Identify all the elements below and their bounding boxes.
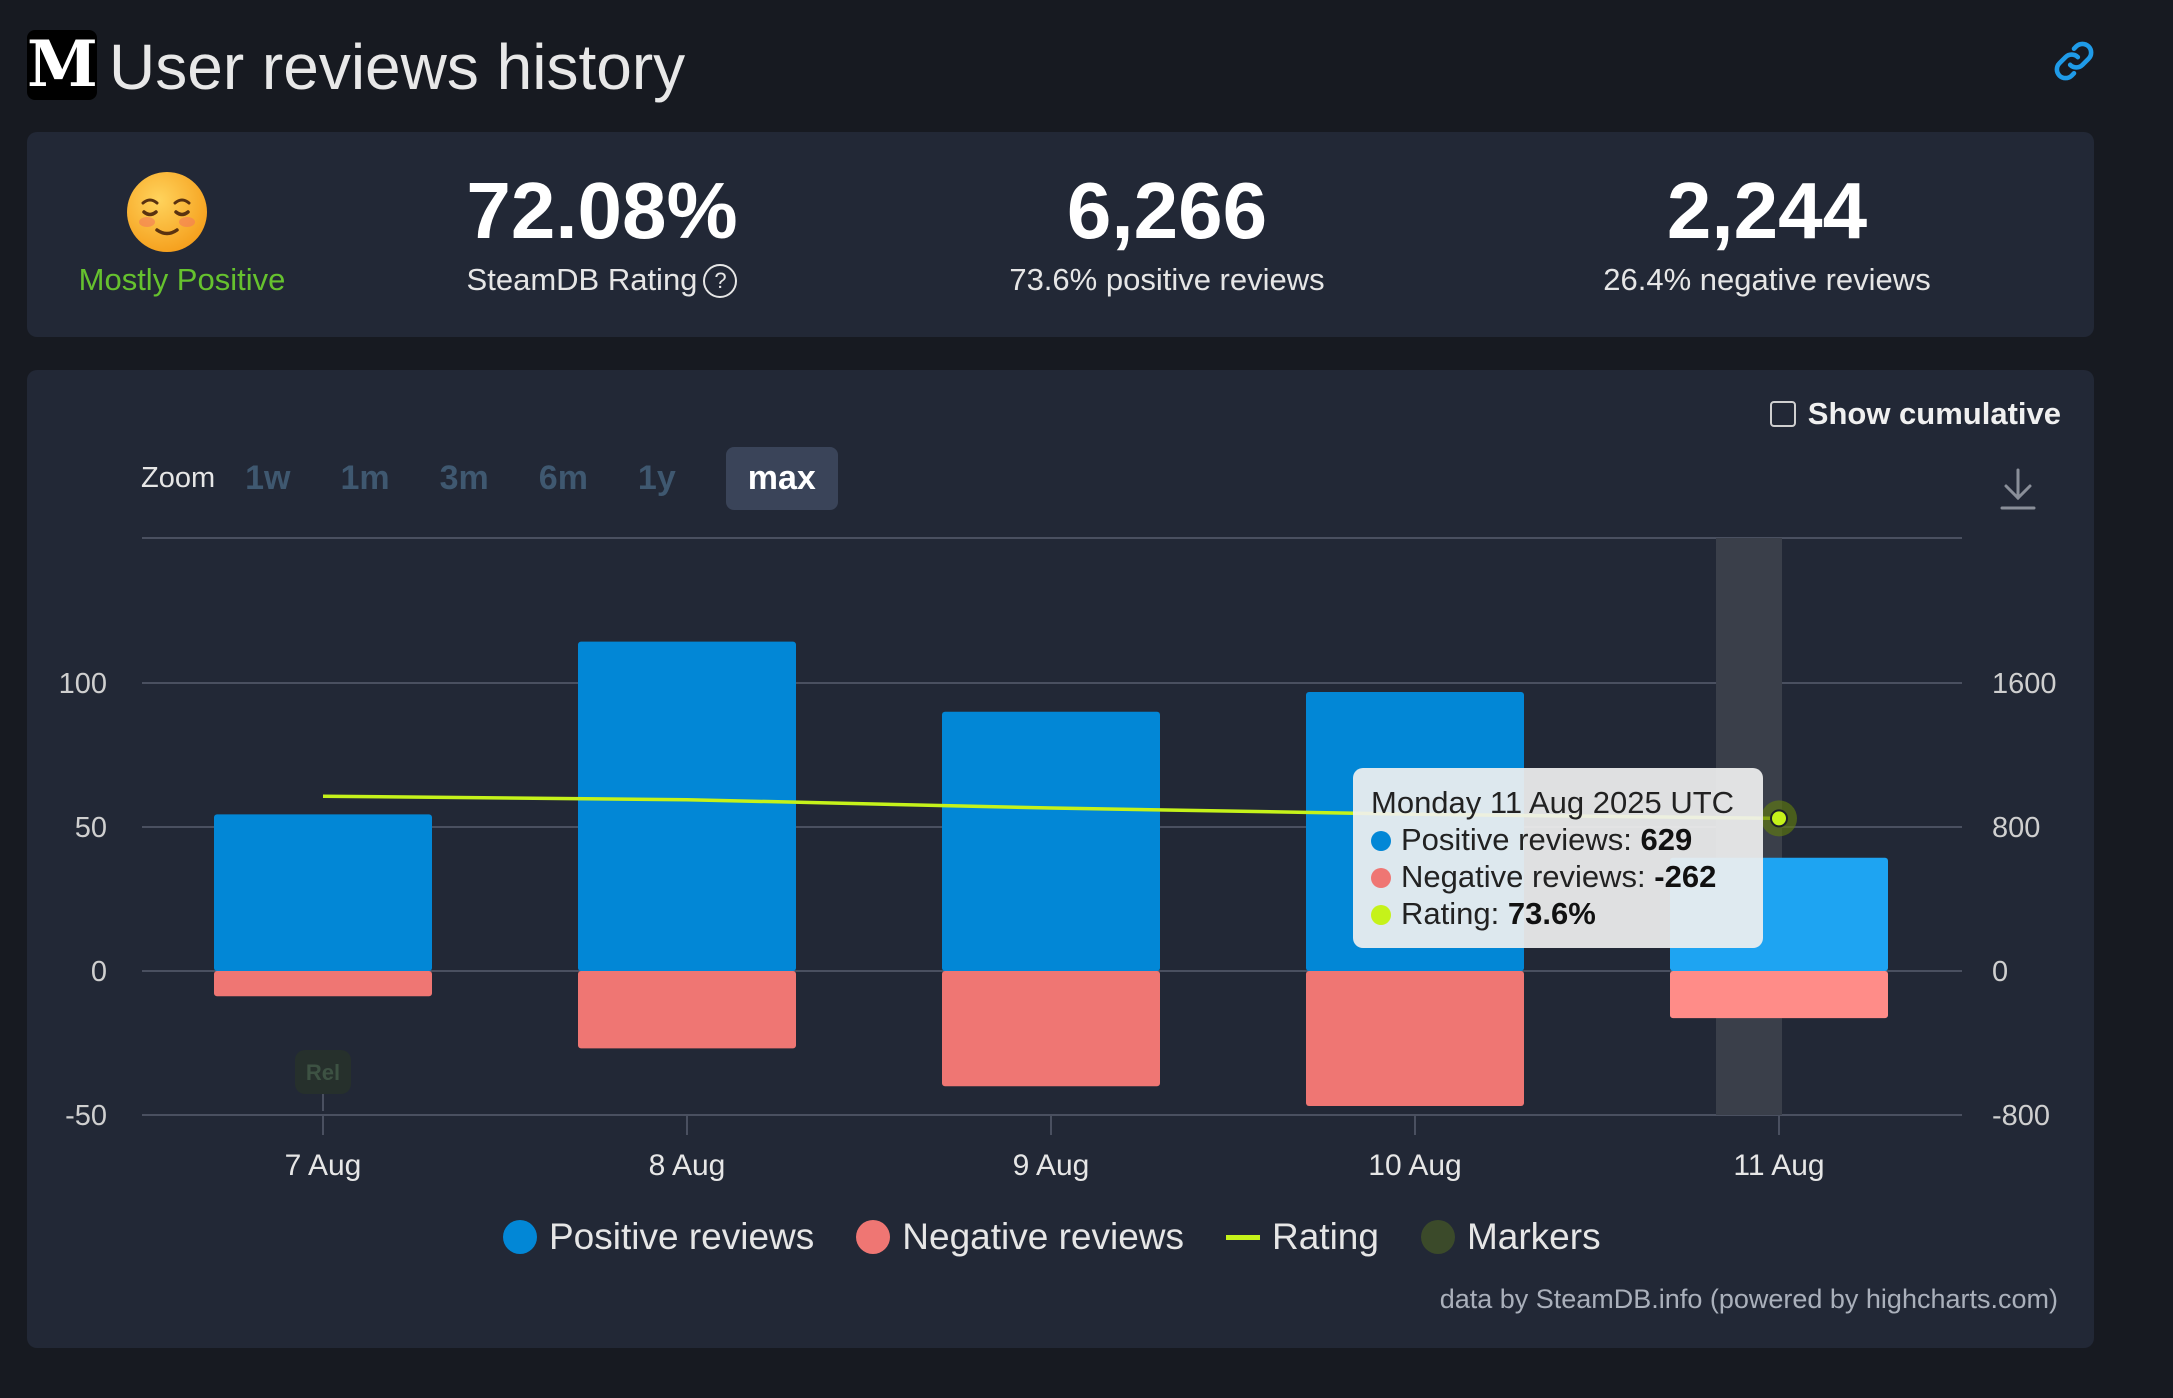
negative-bar bbox=[1306, 971, 1524, 1106]
tooltip-negative: Negative reviews: -262 bbox=[1371, 858, 1745, 895]
rating-point bbox=[1770, 809, 1788, 828]
tooltip-rating-value: 73.6% bbox=[1507, 896, 1596, 931]
negative-bar bbox=[1670, 971, 1888, 1019]
chart-tooltip: Monday 11 Aug 2025 UTC Positive reviews:… bbox=[1353, 768, 1763, 948]
legend-markers[interactable]: Markers bbox=[1420, 1216, 1601, 1258]
negative-bar bbox=[578, 971, 796, 1049]
show-cumulative-toggle[interactable]: Show cumulative bbox=[1769, 396, 2061, 432]
negative-dot-icon bbox=[1371, 868, 1391, 888]
legend-negative-label: Negative reviews bbox=[902, 1216, 1184, 1257]
chart-credit[interactable]: data by SteamDB.info (powered by highcha… bbox=[1439, 1284, 2058, 1314]
page-title: User reviews history bbox=[109, 31, 686, 103]
positive-legend-icon bbox=[503, 1220, 537, 1254]
x-axis-tick: 10 Aug bbox=[1368, 1149, 1461, 1182]
reviews-chart: Rel 100 1600 50 800 0 0 -50 -800 7 Aug 8 Aug 9 Aug… bbox=[59, 537, 2057, 1182]
right-axis-tick: 1600 bbox=[1992, 668, 2057, 700]
left-axis-tick: 0 bbox=[91, 956, 107, 988]
x-axis-tick: 11 Aug bbox=[1733, 1149, 1824, 1182]
positive-bar bbox=[578, 641, 796, 971]
legend-markers-label: Markers bbox=[1466, 1216, 1601, 1257]
left-axis-tick: -50 bbox=[65, 1100, 107, 1132]
tooltip-positive: Positive reviews: 629 bbox=[1371, 821, 1745, 858]
steamdb-rating-caption: SteamDB Rating? bbox=[407, 262, 797, 298]
positive-count: 6,266 bbox=[1066, 166, 1268, 255]
negative-legend-icon bbox=[856, 1220, 891, 1254]
reviews-chart-panel: Show cumulative Zoom 1w 1m 3m 6m 1y max … bbox=[27, 370, 2094, 1348]
x-axis-tick: 7 Aug bbox=[285, 1149, 362, 1182]
positive-bar bbox=[942, 711, 1160, 971]
tooltip-negative-value: -262 bbox=[1654, 859, 1717, 894]
steamdb-rating-stat: 72.08% SteamDB Rating? bbox=[407, 166, 797, 298]
right-axis-tick: -800 bbox=[1992, 1100, 2050, 1132]
tooltip-positive-label: Positive reviews: bbox=[1401, 822, 1632, 857]
zoom-3m-button[interactable]: 3m bbox=[439, 458, 489, 497]
x-axis-tick: 9 Aug bbox=[1013, 1149, 1090, 1182]
negative-count: 2,244 bbox=[1666, 166, 1868, 255]
tooltip-positive-value: 629 bbox=[1640, 822, 1693, 857]
right-axis-tick: 0 bbox=[1992, 956, 2008, 988]
site-logo[interactable]: M bbox=[27, 27, 98, 102]
tooltip-rating-label: Rating: bbox=[1401, 896, 1500, 931]
steamdb-rating-value: 72.08% bbox=[466, 166, 738, 255]
legend-positive[interactable]: Positive reviews bbox=[503, 1216, 814, 1258]
left-axis-tick: 100 bbox=[59, 668, 107, 700]
cumulative-checkbox[interactable] bbox=[1769, 401, 1796, 427]
help-icon[interactable]: ? bbox=[703, 264, 738, 298]
zoom-max-button[interactable]: max bbox=[725, 446, 838, 510]
positive-dot-icon bbox=[1371, 831, 1391, 851]
zoom-1w-button[interactable]: 1w bbox=[245, 458, 291, 497]
right-axis-tick: 800 bbox=[1992, 812, 2040, 844]
tooltip-date: Monday 11 Aug 2025 UTC bbox=[1371, 785, 1735, 820]
relieved-face-icon bbox=[127, 172, 207, 252]
zoom-label: Zoom bbox=[141, 461, 216, 494]
zoom-6m-button[interactable]: 6m bbox=[538, 458, 588, 497]
positive-bar bbox=[214, 814, 432, 971]
release-marker bbox=[295, 1050, 351, 1094]
steamdb-rating-label: SteamDB Rating bbox=[466, 262, 698, 297]
tooltip-rating: Rating: 73.6% bbox=[1371, 895, 1745, 932]
legend-negative[interactable]: Negative reviews bbox=[856, 1216, 1184, 1258]
rating-dot-icon bbox=[1371, 905, 1391, 925]
rating-label: Mostly Positive bbox=[78, 262, 286, 297]
zoom-1m-button[interactable]: 1m bbox=[340, 458, 390, 497]
release-marker-label: Rel bbox=[306, 1060, 340, 1085]
zoom-1y-button[interactable]: 1y bbox=[637, 458, 676, 497]
positive-label: 73.6% positive reviews bbox=[1009, 262, 1325, 297]
legend-rating-label: Rating bbox=[1272, 1216, 1379, 1257]
page-header: M User reviews history bbox=[27, 30, 2097, 110]
negative-stat: 2,244 26.4% negative reviews bbox=[1557, 166, 1977, 298]
download-icon[interactable] bbox=[1998, 466, 2038, 512]
chart-legend: Positive reviews Negative reviews Rating… bbox=[503, 1216, 1643, 1258]
negative-bar bbox=[214, 971, 432, 997]
rating-summary: Mostly Positive 72.08% SteamDB Rating? 6… bbox=[27, 132, 2094, 337]
link-icon[interactable] bbox=[2051, 38, 2097, 84]
left-axis-tick: 50 bbox=[75, 812, 107, 844]
zoom-controls: Zoom 1w 1m 3m 6m 1y max bbox=[141, 446, 838, 510]
rating-legend-icon bbox=[1226, 1234, 1260, 1240]
negative-label: 26.4% negative reviews bbox=[1603, 262, 1931, 297]
tooltip-negative-label: Negative reviews: bbox=[1401, 859, 1646, 894]
positive-stat: 6,266 73.6% positive reviews bbox=[967, 166, 1367, 298]
legend-positive-label: Positive reviews bbox=[549, 1216, 815, 1257]
negative-bar bbox=[942, 971, 1160, 1087]
cumulative-label: Show cumulative bbox=[1807, 396, 2061, 431]
legend-rating[interactable]: Rating bbox=[1226, 1216, 1379, 1258]
markers-legend-icon bbox=[1420, 1220, 1455, 1254]
x-axis-tick: 8 Aug bbox=[649, 1149, 726, 1182]
